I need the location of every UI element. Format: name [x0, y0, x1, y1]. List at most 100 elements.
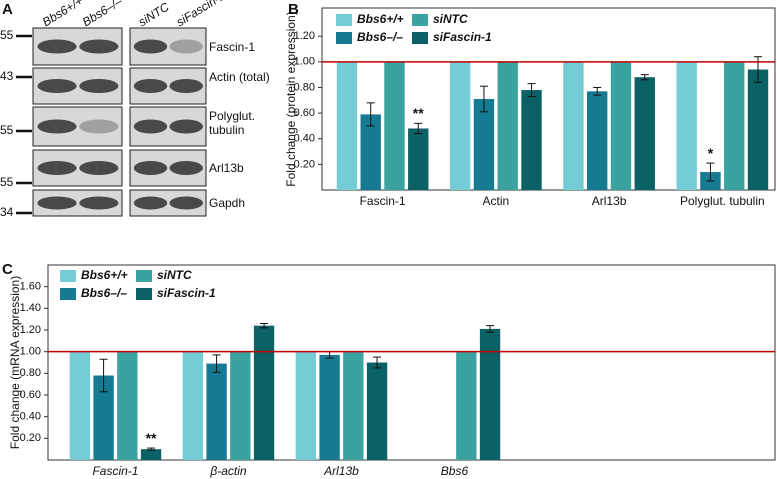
y-axis-label: Fold change (mRNA expression) [8, 276, 22, 449]
y-tick-label: 0.80 [20, 367, 41, 379]
blot-band [79, 196, 119, 210]
column-header: Bbs6–/– [80, 0, 125, 29]
y-tick-label: 1.00 [294, 56, 315, 68]
legend-swatch [60, 288, 76, 300]
x-tick-label: Fascin-1 [360, 194, 406, 208]
x-tick-label: Arl13b [592, 194, 627, 208]
column-header: siFascin-1 [174, 0, 228, 29]
x-tick-label: Fascin-1 [92, 464, 138, 478]
y-tick-label: 0.80 [294, 81, 315, 93]
blot-band [133, 119, 168, 134]
bar [117, 351, 138, 460]
blot-band [169, 119, 203, 134]
y-tick-label: 1.20 [20, 324, 41, 336]
legend-label: siNTC [157, 268, 192, 282]
x-tick-label: Bbs6 [441, 464, 469, 478]
legend-label: Bbs6–/– [357, 30, 403, 44]
panel-label: B [288, 1, 299, 18]
legend-swatch [412, 14, 428, 26]
blot-band [133, 79, 168, 93]
bar [295, 351, 317, 460]
blot-band [169, 196, 203, 210]
bar [724, 61, 745, 190]
panel-label: C [2, 261, 13, 278]
panel-label: A [2, 1, 13, 18]
bar [206, 363, 227, 460]
bar [336, 61, 358, 190]
bar [449, 61, 471, 190]
legend-swatch [336, 14, 352, 26]
blot-band [169, 161, 203, 175]
significance: * [708, 145, 714, 161]
bar [456, 351, 477, 460]
y-tick-label: 0.20 [20, 432, 41, 444]
y-tick-label: 0.60 [294, 107, 315, 119]
mw-marker: 55 [0, 123, 14, 137]
bar [182, 351, 204, 460]
bar [587, 91, 608, 190]
y-tick-label: 0.40 [294, 133, 315, 145]
blot-band [79, 119, 119, 134]
bar [563, 61, 584, 190]
blot-band [37, 161, 77, 175]
legend-label: siFascin-1 [433, 30, 492, 44]
bar [253, 325, 275, 460]
bar [230, 351, 251, 460]
bar [676, 61, 697, 190]
plot-frame [47, 264, 776, 461]
y-axis-label: Fold change (protein expression) [284, 11, 298, 186]
y-tick-label: 0.40 [20, 411, 41, 423]
row-label: Actin (total) [209, 70, 270, 84]
bar [497, 61, 518, 190]
mw-marker: 55 [0, 28, 14, 42]
blot-band [133, 196, 168, 210]
legend-label: Bbs6+/+ [357, 12, 404, 26]
row-label: Fascin-1 [209, 39, 256, 54]
x-tick-label: Polyglut. tubulin [680, 194, 765, 208]
plot-frame [321, 7, 776, 191]
mw-marker: 55 [0, 175, 14, 189]
bar [140, 449, 162, 460]
bar [747, 69, 769, 190]
bar [473, 99, 495, 190]
blot-band [37, 79, 77, 93]
row-label: Arl13b [209, 161, 244, 175]
x-tick-label: Arl13b [323, 464, 359, 478]
bar [521, 90, 542, 190]
blot-band [169, 39, 203, 54]
bar [343, 351, 364, 460]
bar [634, 77, 655, 190]
bar [93, 375, 114, 460]
blot-band [133, 39, 168, 54]
row-label: Polyglut. tubulin [209, 109, 256, 137]
significance: ** [146, 430, 157, 446]
y-tick-label: 1.00 [20, 346, 41, 358]
legend-swatch [136, 270, 152, 282]
y-tick-label: 1.40 [20, 302, 41, 314]
legend-label: Bbs6–/– [81, 286, 127, 300]
column-header: siNTC [136, 0, 172, 29]
x-tick-label: Actin [482, 194, 509, 208]
bar [319, 354, 340, 460]
mw-marker: 34 [0, 205, 14, 219]
legend-label: siFascin-1 [157, 286, 216, 300]
legend-swatch [136, 288, 152, 300]
x-tick-label: β-actin [209, 464, 247, 478]
bar [69, 351, 91, 460]
legend-label: Bbs6+/+ [81, 268, 128, 282]
blot-band [79, 79, 119, 93]
y-tick-label: 1.60 [20, 281, 41, 293]
blot-band [37, 39, 77, 54]
y-tick-label: 0.20 [294, 158, 315, 170]
bar [479, 328, 501, 460]
legend-swatch [412, 32, 428, 44]
bar [384, 61, 405, 190]
blot-band [169, 79, 203, 93]
blot-band [133, 161, 168, 175]
legend-swatch [60, 270, 76, 282]
blot-band [79, 39, 119, 54]
mw-marker: 43 [0, 69, 14, 83]
bar [408, 128, 429, 190]
